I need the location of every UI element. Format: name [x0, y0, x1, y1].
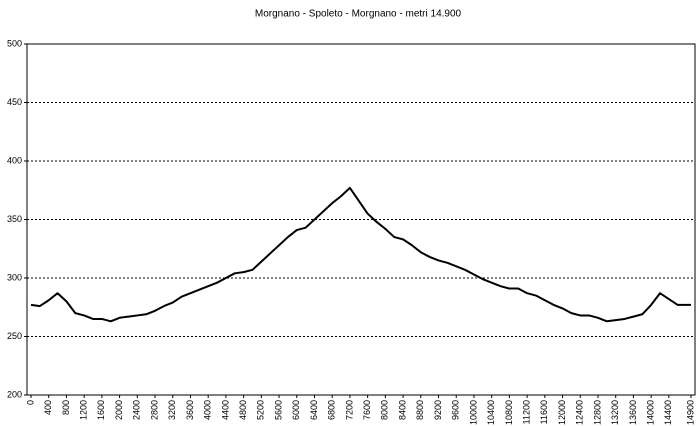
x-tick-label: 6800	[327, 400, 337, 420]
x-tick-label: 2800	[149, 400, 159, 420]
x-tick-label: 10000	[468, 400, 478, 425]
y-tick-label: 450	[7, 97, 22, 107]
x-tick-label: 8800	[415, 400, 425, 420]
y-tick-label: 250	[7, 331, 22, 341]
x-tick-label: 4400	[220, 400, 230, 420]
x-tick-label: 6400	[309, 400, 319, 420]
x-tick-label: 14000	[646, 400, 656, 425]
x-tick-label: 11200	[521, 400, 531, 424]
x-tick-label: 10400	[486, 400, 496, 425]
x-tick-label: 8400	[397, 400, 407, 420]
x-tick-label: 12800	[592, 400, 602, 425]
x-tick-label: 14400	[663, 400, 673, 425]
x-tick-label: 2400	[132, 400, 142, 420]
x-tick-label: 12000	[557, 400, 567, 425]
x-tick-label: 9200	[433, 400, 443, 420]
elevation-line	[30, 186, 691, 323]
x-tick-label: 5200	[256, 400, 266, 420]
x-tick-label: 400	[43, 400, 53, 415]
y-tick-label: 500	[7, 38, 22, 48]
x-tick-label: 9600	[451, 400, 461, 420]
y-tick-label: 400	[7, 155, 22, 165]
x-tick-label: 800	[61, 400, 71, 415]
chart-title: Morgnano - Spoleto - Morgnano - metri 14…	[255, 9, 462, 20]
x-tick-label: 0	[25, 400, 35, 405]
x-tick-label: 13600	[628, 400, 638, 425]
x-tick-label: 1600	[96, 400, 106, 420]
x-tick-label: 13200	[610, 400, 620, 425]
x-tick-label: 3600	[185, 400, 195, 420]
x-tick-label: 3200	[167, 400, 177, 420]
x-tick-label: 5600	[273, 400, 283, 420]
x-tick-label: 4800	[238, 400, 248, 420]
x-tick-label: 4000	[203, 400, 213, 420]
x-tick-label: 7200	[344, 400, 354, 420]
y-tick-label: 200	[7, 389, 22, 399]
x-tick-label: 12400	[575, 400, 585, 425]
x-tick-label: 11600	[539, 400, 549, 424]
x-tick-label: 7600	[362, 400, 372, 420]
x-tick-label: 6000	[291, 400, 301, 420]
y-tick-label: 350	[7, 214, 22, 224]
x-tick-label: 1200	[79, 400, 89, 420]
x-tick-label: 14900	[685, 400, 695, 425]
x-tick-label: 2000	[114, 400, 124, 420]
x-tick-label: 10800	[504, 400, 514, 425]
x-tick-label: 8000	[380, 400, 390, 420]
y-tick-label: 300	[7, 272, 22, 282]
